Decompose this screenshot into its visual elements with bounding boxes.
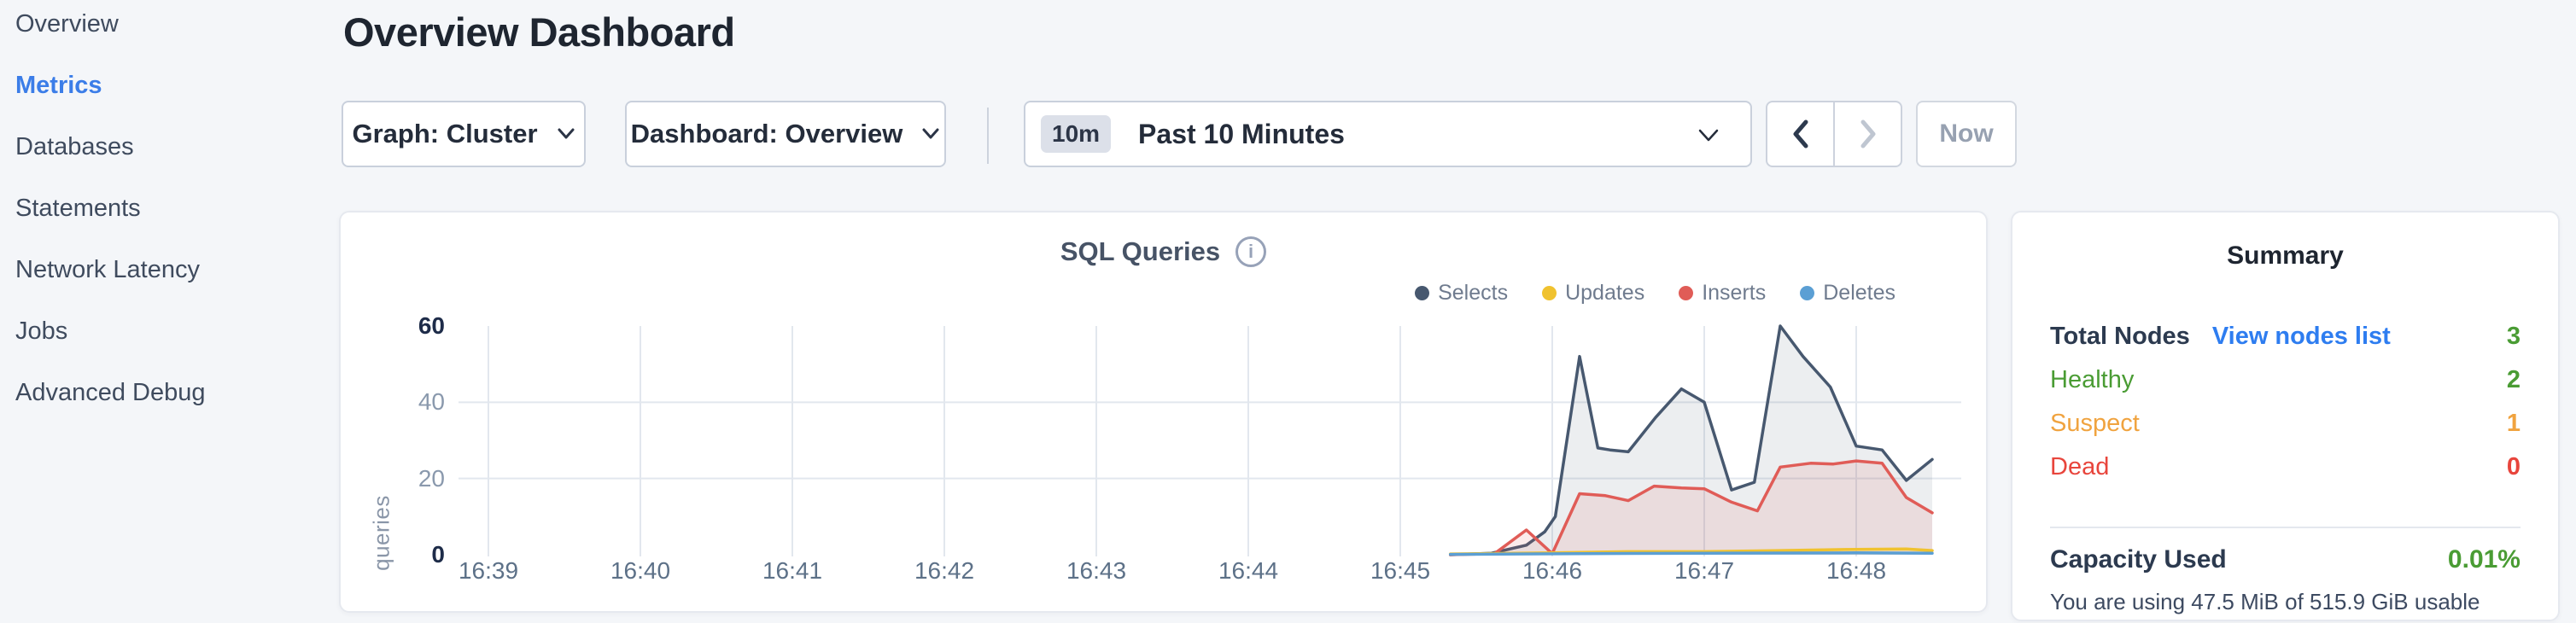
legend-dot-icon (1542, 286, 1557, 300)
legend-item-deletes[interactable]: Deletes (1800, 281, 1895, 306)
legend-dot-icon (1800, 286, 1815, 300)
healthy-nodes-row: Healthy 2 (2050, 358, 2521, 402)
x-tick-label: 16:40 (610, 557, 671, 584)
x-tick-label: 16:43 (1066, 557, 1127, 584)
y-tick-label: 20 (418, 464, 445, 492)
view-nodes-list-link[interactable]: View nodes list (2211, 323, 2391, 350)
legend-dot-icon (1679, 286, 1694, 300)
legend-item-inserts[interactable]: Inserts (1679, 281, 1766, 306)
chart-plot-area[interactable] (459, 320, 1961, 556)
healthy-value: 2 (2506, 366, 2521, 393)
dead-nodes-row: Dead 0 (2050, 445, 2521, 489)
legend-label: Deletes (1823, 281, 1895, 305)
prev-time-button[interactable] (1767, 102, 1835, 166)
chevron-right-icon (1860, 119, 1875, 148)
sidebar-item-statements[interactable]: Statements (15, 195, 141, 222)
x-tick-label: 16:39 (458, 557, 519, 584)
chevron-down-icon (922, 128, 939, 139)
legend-label: Inserts (1702, 281, 1767, 305)
x-tick-label: 16:44 (1218, 557, 1279, 584)
suspect-label: Suspect (2050, 410, 2140, 437)
time-range-dropdown[interactable]: 10m Past 10 Minutes (1024, 101, 1752, 167)
capacity-used-value: 0.01% (2447, 545, 2521, 574)
sidebar-item-advanced-debug[interactable]: Advanced Debug (15, 379, 206, 406)
total-nodes-row: Total Nodes View nodes list 3 (2050, 315, 2521, 358)
x-tick-label: 16:42 (914, 557, 975, 584)
dashboard-dropdown-label: Dashboard: Overview (630, 119, 903, 148)
info-icon[interactable]: i (1235, 236, 1267, 267)
x-tick-label: 16:46 (1522, 557, 1583, 584)
dead-label: Dead (2050, 453, 2110, 480)
summary-panel: Summary Total Nodes View nodes list 3 He… (2011, 211, 2560, 623)
total-nodes-value: 3 (2506, 323, 2521, 350)
sidebar-item-metrics[interactable]: Metrics (15, 72, 102, 99)
capacity-used-label: Capacity Used (2050, 545, 2227, 574)
y-tick-label: 0 (431, 541, 445, 568)
x-tick-label: 16:48 (1825, 557, 1887, 584)
suspect-nodes-row: Suspect 1 (2050, 402, 2521, 445)
legend-label: Selects (1438, 281, 1509, 305)
legend-item-updates[interactable]: Updates (1542, 281, 1644, 306)
page-title: Overview Dashboard (343, 9, 735, 55)
x-tick-label: 16:47 (1674, 557, 1735, 584)
graph-dropdown-label: Graph: Cluster (352, 119, 538, 148)
sidebar-item-jobs[interactable]: Jobs (15, 317, 68, 345)
chevron-down-icon (558, 128, 575, 139)
time-range-label: Past 10 Minutes (1138, 118, 1345, 149)
time-pager (1766, 101, 1902, 167)
capacity-description: You are using 47.5 MiB of 515.9 GiB usab… (2050, 589, 2480, 623)
legend-dot-icon (1415, 286, 1430, 300)
suspect-value: 1 (2506, 410, 2521, 437)
chart-legend: Selects Updates Inserts Deletes (1415, 281, 1895, 306)
y-tick-label: 40 (418, 388, 445, 416)
chevron-down-icon (1698, 129, 1719, 142)
dashboard-dropdown[interactable]: Dashboard: Overview (625, 101, 946, 167)
dead-value: 0 (2506, 453, 2521, 480)
legend-item-selects[interactable]: Selects (1415, 281, 1508, 306)
y-tick-label: 60 (418, 312, 445, 339)
sidebar-item-network-latency[interactable]: Network Latency (15, 256, 200, 283)
chart-title: SQL Queries (1060, 236, 1221, 266)
legend-label: Updates (1565, 281, 1645, 305)
total-nodes-label: Total Nodes (2050, 323, 2190, 350)
sql-queries-chart-card: SQL Queries i Selects Updates Inserts Delet… (339, 211, 1988, 613)
summary-divider (2050, 527, 2521, 528)
summary-title: Summary (2227, 242, 2344, 270)
healthy-label: Healthy (2050, 366, 2135, 393)
toolbar-divider (987, 108, 989, 164)
x-tick-label: 16:41 (762, 557, 823, 584)
next-time-button[interactable] (1835, 102, 1901, 166)
sidebar-item-databases[interactable]: Databases (15, 133, 134, 160)
sidebar-item-overview[interactable]: Overview (15, 10, 119, 38)
chevron-left-icon (1793, 119, 1808, 148)
x-tick-label: 16:45 (1370, 557, 1431, 584)
capacity-used-row: Capacity Used 0.01% (2050, 545, 2521, 574)
time-range-badge: 10m (1041, 115, 1112, 153)
sidebar: Overview Metrics Databases Statements Ne… (0, 0, 339, 623)
graph-dropdown[interactable]: Graph: Cluster (342, 101, 586, 167)
now-button[interactable]: Now (1916, 101, 2017, 167)
